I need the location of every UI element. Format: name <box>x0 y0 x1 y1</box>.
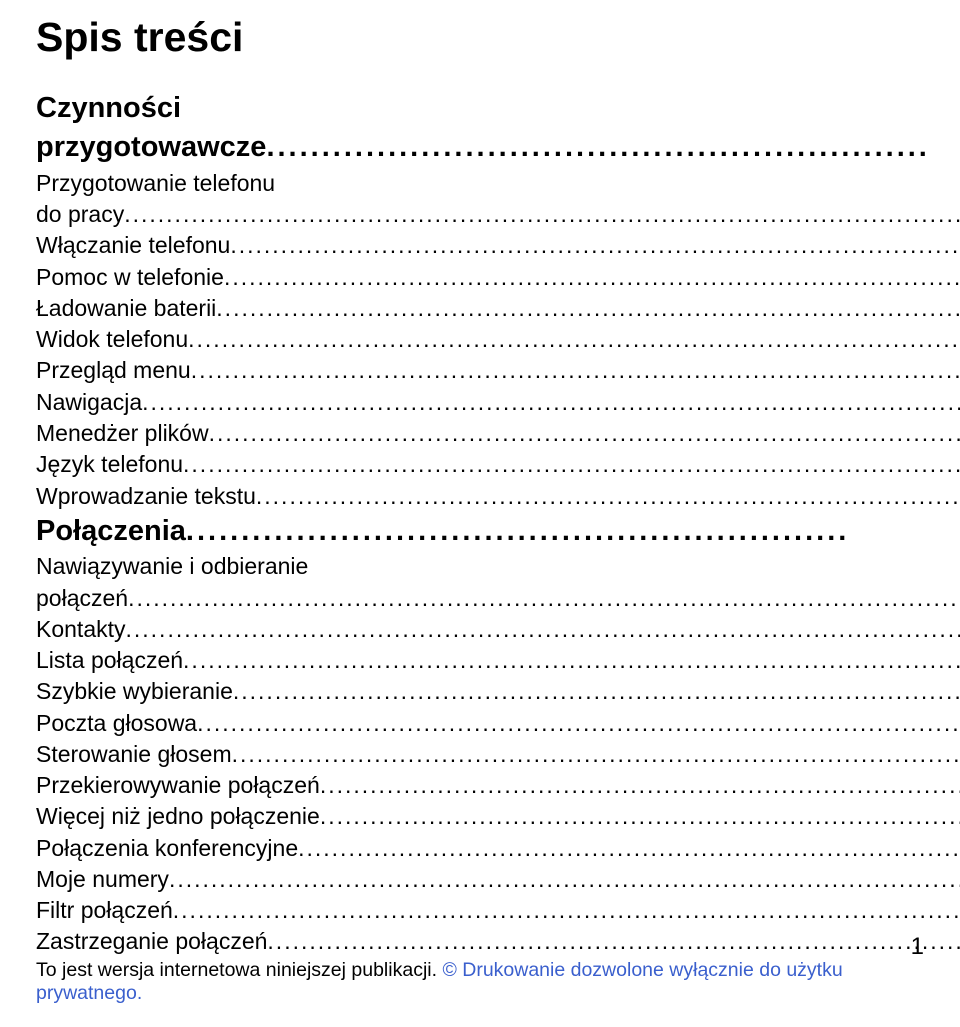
leader-dots <box>256 481 960 512</box>
entry-label: Kontakty <box>36 614 126 645</box>
leader-dots <box>267 926 960 957</box>
toc-entry: Widok telefonu10 <box>36 324 960 355</box>
toc-entry: Lista połączeń26 <box>36 645 960 676</box>
toc-title: Spis treści <box>36 14 924 61</box>
page-number: 1 <box>911 933 924 961</box>
leader-dots <box>224 262 960 293</box>
entry-label: Pomoc w telefonie <box>36 262 224 293</box>
leader-dots <box>173 895 960 926</box>
toc-entry: Wprowadzanie tekstu18 <box>36 481 960 512</box>
entry-label: Szybkie wybieranie <box>36 676 233 707</box>
entry-label: Wprowadzanie tekstu <box>36 481 256 512</box>
toc-entry: Zastrzeganie połączeń31 <box>36 926 960 957</box>
section-label: przygotowawcze <box>36 128 266 167</box>
section-label: Połączenia <box>36 512 186 551</box>
toc-entry: Ładowanie baterii8 <box>36 293 960 324</box>
leader-dots <box>233 676 960 707</box>
toc-entry: Poczta głosowa26 <box>36 708 960 739</box>
entry-label: Przegląd menu <box>36 355 191 386</box>
entry-label: Poczta głosowa <box>36 708 197 739</box>
entry-label: Połączenia konferencyjne <box>36 833 298 864</box>
entry-label: Filtr połączeń <box>36 895 173 926</box>
entry-label: Przekierowywanie połączeń <box>36 770 320 801</box>
toc-entry: Więcej niż jedno połączenie29 <box>36 801 960 832</box>
entry-label: Włączanie telefonu <box>36 230 230 261</box>
toc-entry: Przygotowanie telefonu do pracy 6 <box>36 168 960 231</box>
toc-entry: Kontakty21 <box>36 614 960 645</box>
entry-label: Zastrzeganie połączeń <box>36 926 267 957</box>
footer-text: To jest wersja internetowa niniejszej pu… <box>36 959 442 981</box>
entry-label: Więcej niż jedno połączenie <box>36 801 320 832</box>
entry-label: Lista połączeń <box>36 645 183 676</box>
entry-label: Ładowanie baterii <box>36 293 216 324</box>
toc-columns: Czynności przygotowawcze 6 Przygotowanie… <box>36 89 924 958</box>
leader-dots <box>197 708 960 739</box>
leader-dots <box>183 645 960 676</box>
entry-line: Nawiązywanie i odbieranie <box>36 551 960 582</box>
leader-dots <box>124 199 960 230</box>
leader-dots <box>266 128 960 167</box>
entry-row: do pracy 6 <box>36 199 960 230</box>
section-entry: przygotowawcze 6 <box>36 128 960 167</box>
entry-label: połączeń <box>36 583 128 614</box>
toc-entry: Sterowanie głosem27 <box>36 739 960 770</box>
section-line: Czynności <box>36 89 960 128</box>
entry-row: połączeń 19 <box>36 583 960 614</box>
toc-entry: Język telefonu17 <box>36 449 960 480</box>
section-polaczenia: Połączenia19 <box>36 512 960 551</box>
footer: To jest wersja internetowa niniejszej pu… <box>36 959 924 1005</box>
toc-entry: Nawigacja14 <box>36 387 960 418</box>
leader-dots <box>169 864 960 895</box>
leader-dots <box>230 230 960 261</box>
leader-dots <box>126 614 960 645</box>
toc-entry: Przegląd menu12 <box>36 355 960 386</box>
toc-entry: Filtr połączeń31 <box>36 895 960 926</box>
toc-entry: Nawiązywanie i odbieranie połączeń 19 <box>36 551 960 614</box>
leader-dots <box>128 583 960 614</box>
toc-entry: Szybkie wybieranie26 <box>36 676 960 707</box>
leader-dots <box>320 770 960 801</box>
entry-label: do pracy <box>36 199 124 230</box>
toc-col-left: Czynności przygotowawcze 6 Przygotowanie… <box>36 89 960 958</box>
leader-dots <box>142 387 960 418</box>
leader-dots <box>186 512 960 551</box>
toc-entry: Przekierowywanie połączeń29 <box>36 770 960 801</box>
toc-entry: Pomoc w telefonie8 <box>36 262 960 293</box>
entry-label: Widok telefonu <box>36 324 188 355</box>
entry-label: Menedżer plików <box>36 418 209 449</box>
toc-entry: Połączenia konferencyjne30 <box>36 833 960 864</box>
leader-dots <box>183 449 960 480</box>
entry-line: Przygotowanie telefonu <box>36 168 960 199</box>
section-czynnosci: Czynności przygotowawcze 6 <box>36 89 960 168</box>
leader-dots <box>209 418 960 449</box>
leader-dots <box>188 324 960 355</box>
leader-dots <box>191 355 960 386</box>
entry-label: Nawigacja <box>36 387 142 418</box>
leader-dots <box>298 833 960 864</box>
entry-label: Sterowanie głosem <box>36 739 232 770</box>
entry-label: Język telefonu <box>36 449 183 480</box>
leader-dots <box>320 801 960 832</box>
leader-dots <box>216 293 960 324</box>
page: Spis treści Czynności przygotowawcze 6 P… <box>0 0 960 1027</box>
toc-entry: Menedżer plików15 <box>36 418 960 449</box>
entry-label: Moje numery <box>36 864 169 895</box>
leader-dots <box>232 739 960 770</box>
toc-entry: Włączanie telefonu7 <box>36 230 960 261</box>
toc-entry: Moje numery31 <box>36 864 960 895</box>
